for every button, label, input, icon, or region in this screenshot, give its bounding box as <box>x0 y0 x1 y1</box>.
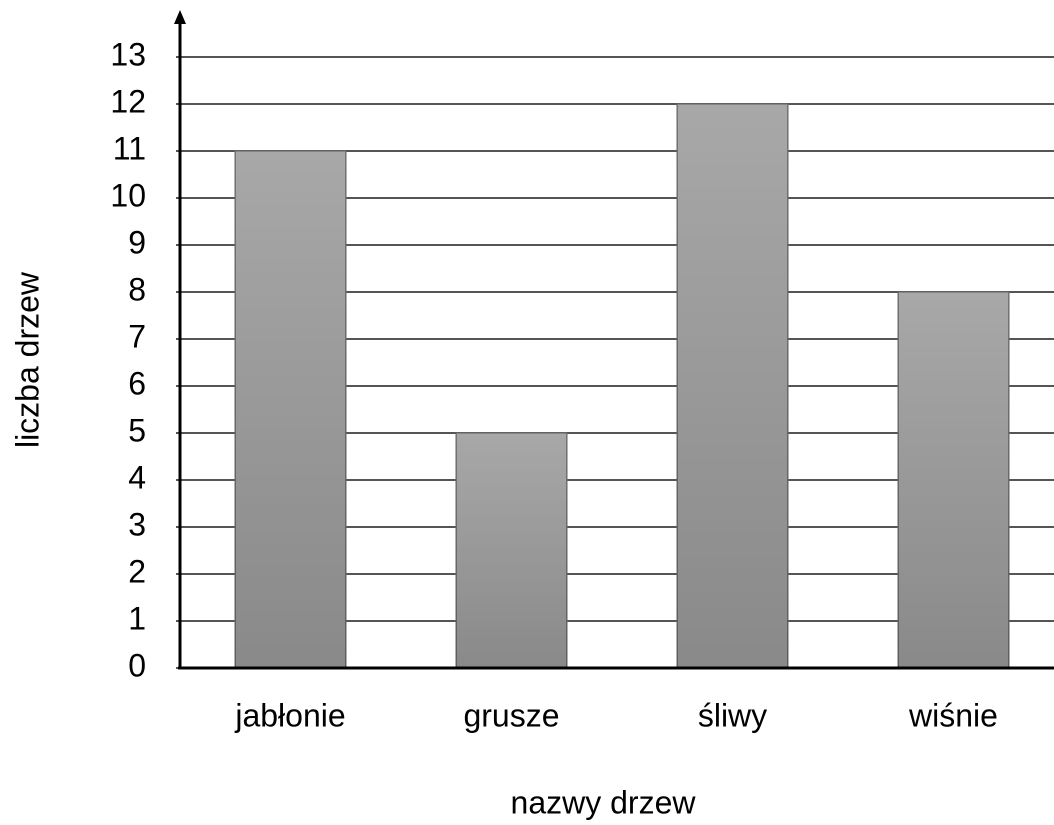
bar-shade <box>898 292 1009 668</box>
y-tick-label: 1 <box>128 600 146 636</box>
y-tick-label: 5 <box>128 412 146 448</box>
y-tick-label: 11 <box>113 130 146 166</box>
bar-shade <box>235 151 346 668</box>
bar-shade <box>456 433 567 668</box>
x-axis-label: nazwy drzew <box>511 784 697 820</box>
y-tick-label: 2 <box>128 553 146 589</box>
x-tick-label: jabłonie <box>234 697 345 733</box>
y-tick-label: 8 <box>128 271 146 307</box>
y-tick-label: 3 <box>128 506 146 542</box>
y-tick-label: 0 <box>128 647 146 683</box>
x-tick-label: grusze <box>463 697 559 733</box>
y-axis-arrow <box>174 10 186 24</box>
y-tick-label: 7 <box>128 318 146 354</box>
y-tick-label: 13 <box>110 36 146 72</box>
y-tick-label: 4 <box>128 459 146 495</box>
x-tick-label: wiśnie <box>908 697 998 733</box>
x-tick-label: śliwy <box>698 697 767 733</box>
y-tick-label: 6 <box>128 365 146 401</box>
y-axis-label: liczba drzew <box>9 271 45 448</box>
y-tick-label: 9 <box>128 224 146 260</box>
bar-shade <box>677 104 788 668</box>
y-tick-label: 10 <box>110 177 146 213</box>
y-tick-label: 12 <box>110 83 146 119</box>
